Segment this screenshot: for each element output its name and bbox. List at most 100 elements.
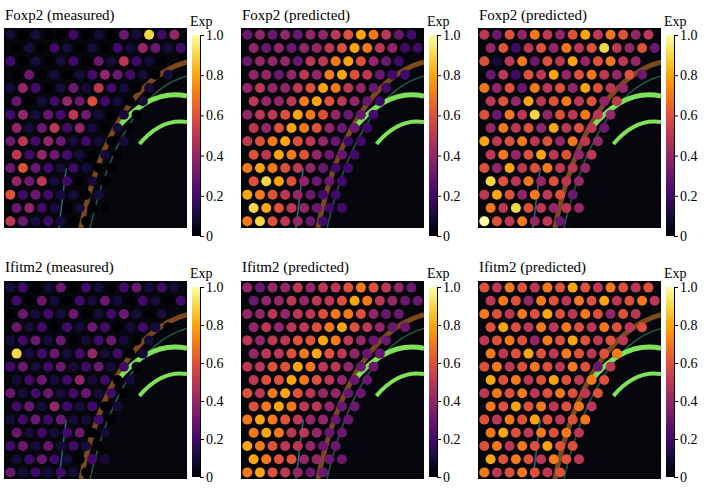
spot (261, 176, 271, 186)
spot (498, 70, 508, 80)
panel: Ifitm2 (predicted)00.20.40.60.81.0Exp (478, 259, 698, 485)
spot (580, 415, 590, 425)
spot (31, 309, 41, 319)
spot (505, 283, 515, 293)
spot (274, 123, 284, 133)
spot (242, 283, 252, 293)
spot (87, 176, 97, 186)
spot (549, 70, 559, 80)
spot (150, 296, 160, 306)
spot (49, 349, 59, 359)
spot (369, 362, 379, 372)
spot (587, 375, 597, 385)
spot (37, 203, 47, 213)
spot (43, 283, 53, 293)
spot (125, 322, 135, 332)
spot (5, 83, 15, 93)
spot (24, 322, 34, 332)
spot (549, 401, 559, 411)
spot (542, 467, 552, 477)
spot (637, 322, 647, 332)
spot (574, 349, 584, 359)
spot (56, 190, 66, 200)
spot (523, 70, 533, 80)
spot (144, 56, 154, 66)
spot (261, 150, 271, 160)
spot (106, 136, 116, 146)
spot (331, 441, 341, 451)
spot (517, 30, 527, 40)
tick-mark (200, 156, 204, 157)
tissue-background (241, 281, 424, 479)
spot (56, 467, 66, 477)
spot (606, 309, 616, 319)
spot (343, 415, 353, 425)
tick-mark (200, 196, 204, 197)
spot (305, 362, 315, 372)
spot (125, 375, 135, 385)
spot (100, 428, 110, 438)
spot (580, 335, 590, 345)
spot (599, 349, 609, 359)
spot (517, 467, 527, 477)
tick-mark (437, 439, 441, 440)
spot (49, 401, 59, 411)
spot (81, 283, 91, 293)
tick: 0.6 (200, 356, 224, 371)
spot (18, 467, 28, 477)
spot (479, 30, 489, 40)
spot (505, 335, 515, 345)
tick-label: 0.2 (443, 189, 461, 204)
spot (369, 30, 379, 40)
spot (5, 415, 15, 425)
spot (523, 322, 533, 332)
spot (536, 322, 546, 332)
spot (68, 83, 78, 93)
spot (106, 83, 116, 93)
tick: 0.6 (674, 356, 698, 371)
spot (49, 150, 59, 160)
tick-mark (674, 236, 678, 237)
tick-mark (200, 75, 204, 76)
spot (24, 123, 34, 133)
spot (18, 163, 28, 173)
spot (280, 362, 290, 372)
spot (274, 203, 284, 213)
tick-mark (200, 287, 204, 288)
spot (274, 96, 284, 106)
spot (94, 441, 104, 451)
spot (56, 136, 66, 146)
spot (87, 375, 97, 385)
spot (94, 30, 104, 40)
spot (87, 454, 97, 464)
spot (242, 362, 252, 372)
spot (268, 467, 278, 477)
spot (274, 43, 284, 53)
spot (100, 322, 110, 332)
spot (498, 322, 508, 332)
spot (479, 362, 489, 372)
spot (163, 43, 173, 53)
tissue-background (478, 281, 661, 479)
spot (631, 283, 641, 293)
spot (523, 349, 533, 359)
spot (511, 203, 521, 213)
spot (94, 83, 104, 93)
spot (324, 296, 334, 306)
tissue-background (241, 28, 424, 228)
spot (479, 216, 489, 226)
spot (511, 43, 521, 53)
spot (68, 362, 78, 372)
spot (106, 335, 116, 345)
spot (49, 176, 59, 186)
spot (523, 96, 533, 106)
tick: 0.8 (674, 318, 698, 333)
spot (31, 283, 41, 293)
spot (599, 43, 609, 53)
spot (356, 30, 366, 40)
spot (255, 30, 265, 40)
spot (62, 296, 72, 306)
spot (362, 349, 372, 359)
spot (561, 203, 571, 213)
spot (530, 110, 540, 120)
